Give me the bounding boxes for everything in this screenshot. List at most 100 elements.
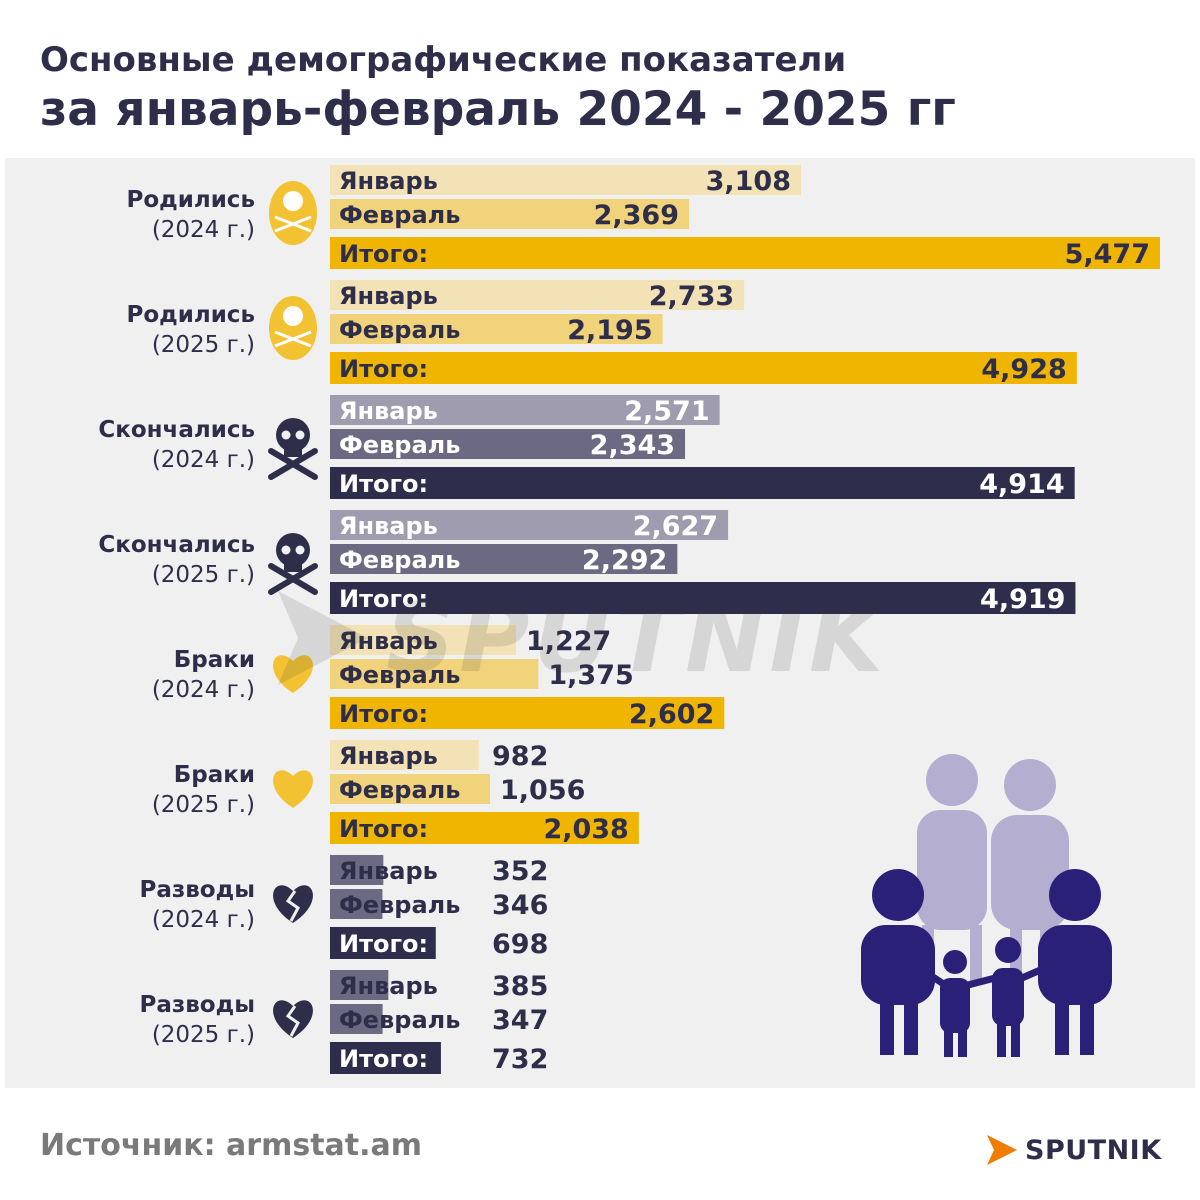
girl-leg: [958, 1025, 967, 1057]
bar-value-label: 1,375: [548, 660, 633, 691]
father-leg: [904, 995, 918, 1055]
bar: [330, 740, 479, 770]
mother-head: [1049, 869, 1101, 921]
bar-value-label: 2,292: [582, 545, 667, 576]
bar-category-label: Итого:: [339, 700, 428, 728]
bar-category-label: Февраль: [339, 431, 460, 459]
father-leg: [880, 995, 894, 1055]
heart-icon: [273, 770, 313, 808]
baby-icon: [269, 181, 317, 245]
group-year: (2024 г.): [152, 907, 255, 933]
bar-category-label: Итого:: [339, 815, 428, 843]
group-year: (2024 г.): [152, 217, 255, 243]
heart-crack: [285, 1005, 300, 1037]
bar-value-label: 4,928: [981, 354, 1066, 385]
bar-category-label: Февраль: [339, 1006, 460, 1034]
girl-leg: [944, 1025, 953, 1057]
bar-category-label: Февраль: [339, 546, 460, 574]
father-body: [861, 925, 935, 1005]
girl-body: [940, 978, 970, 1033]
heart-crack: [285, 890, 300, 922]
bar-value-label: 1,056: [500, 775, 585, 806]
bar: [330, 970, 389, 1000]
group-year: (2025 г.): [152, 1022, 255, 1048]
bar: [330, 199, 690, 229]
bar-value-label: 346: [492, 890, 548, 921]
mother-body: [1038, 925, 1112, 1005]
bar-category-label: Январь: [339, 972, 438, 1000]
bar-value-label: 3,108: [706, 166, 791, 197]
bar-value-label: 4,919: [980, 584, 1065, 615]
skull-eye: [281, 430, 291, 440]
skull-icon: [276, 418, 310, 452]
grandma-head: [1004, 759, 1056, 811]
bar: [330, 237, 1160, 269]
father-head: [872, 869, 924, 921]
bar-value-label: 2,733: [649, 281, 734, 312]
bar-value-label: 2,343: [590, 430, 675, 461]
family-hands: [926, 964, 1049, 989]
bar-category-label: Февраль: [339, 661, 460, 689]
brand-logo: SPUTNIK: [985, 1130, 1162, 1170]
baby-face: [283, 306, 303, 326]
group-label: Разводы: [140, 992, 255, 1018]
grandpa-head: [926, 754, 978, 806]
mother-leg: [1080, 995, 1094, 1055]
grandpa-leg: [970, 925, 982, 985]
bar-value-label: 2,038: [543, 814, 628, 845]
baby-face: [283, 191, 303, 211]
bar: [330, 582, 1076, 614]
bar: [330, 395, 720, 425]
mother-leg: [1055, 995, 1069, 1055]
bar: [330, 774, 491, 804]
brand-text: SPUTNIK: [1025, 1134, 1162, 1166]
group-label: Браки: [174, 762, 255, 788]
boy-leg: [1011, 1020, 1020, 1057]
bar-category-label: Февраль: [339, 201, 460, 229]
bar: [330, 429, 686, 459]
bar-category-label: Итого:: [339, 930, 428, 958]
group-label: Родились: [127, 187, 256, 213]
title-line1: Основные демографические показатели: [40, 40, 847, 80]
grandpa-body: [917, 810, 987, 930]
bar: [330, 1004, 383, 1034]
group-year: (2025 г.): [152, 562, 255, 588]
skull-eye: [295, 430, 305, 440]
bar-value-label: 4,914: [979, 469, 1064, 500]
bar-value-label: 1,227: [526, 626, 611, 657]
sputnik-logo-icon: [987, 1135, 1017, 1165]
boy-head: [995, 937, 1021, 963]
bar: [330, 1042, 441, 1074]
title-line2: за январь-февраль 2024 - 2025 гг: [40, 82, 956, 137]
bar-value-label: 347: [492, 1005, 548, 1036]
group-year: (2025 г.): [152, 792, 255, 818]
skull-icon: [276, 533, 310, 567]
group-year: (2024 г.): [152, 677, 255, 703]
bar: [330, 889, 383, 919]
skull-jaw: [284, 447, 302, 457]
bar-value-label: 982: [492, 741, 548, 772]
source-text: Источник: armstat.am: [40, 1128, 423, 1163]
bar-value-label: 5,477: [1065, 239, 1150, 270]
bar-value-label: 2,627: [633, 511, 718, 542]
bar: [330, 855, 384, 885]
baby-icon: [269, 296, 317, 360]
group-label: Родились: [127, 302, 256, 328]
bar-category-label: Итого:: [339, 470, 428, 498]
group-year: (2024 г.): [152, 447, 255, 473]
bar: [330, 314, 663, 344]
bar-value-label: 732: [492, 1044, 548, 1075]
bar-value-label: 2,602: [629, 699, 714, 730]
bar-category-label: Февраль: [339, 776, 460, 804]
bar: [330, 544, 678, 574]
grandma-body: [991, 815, 1069, 930]
bar: [330, 467, 1075, 499]
boy-leg: [997, 1020, 1006, 1057]
heart-icon: [273, 655, 313, 693]
bar-value-label: 2,571: [624, 396, 709, 427]
bar-category-label: Январь: [339, 742, 438, 770]
bar-value-label: 2,369: [594, 200, 679, 231]
bar: [330, 165, 801, 195]
baby-wrap: [274, 215, 312, 233]
